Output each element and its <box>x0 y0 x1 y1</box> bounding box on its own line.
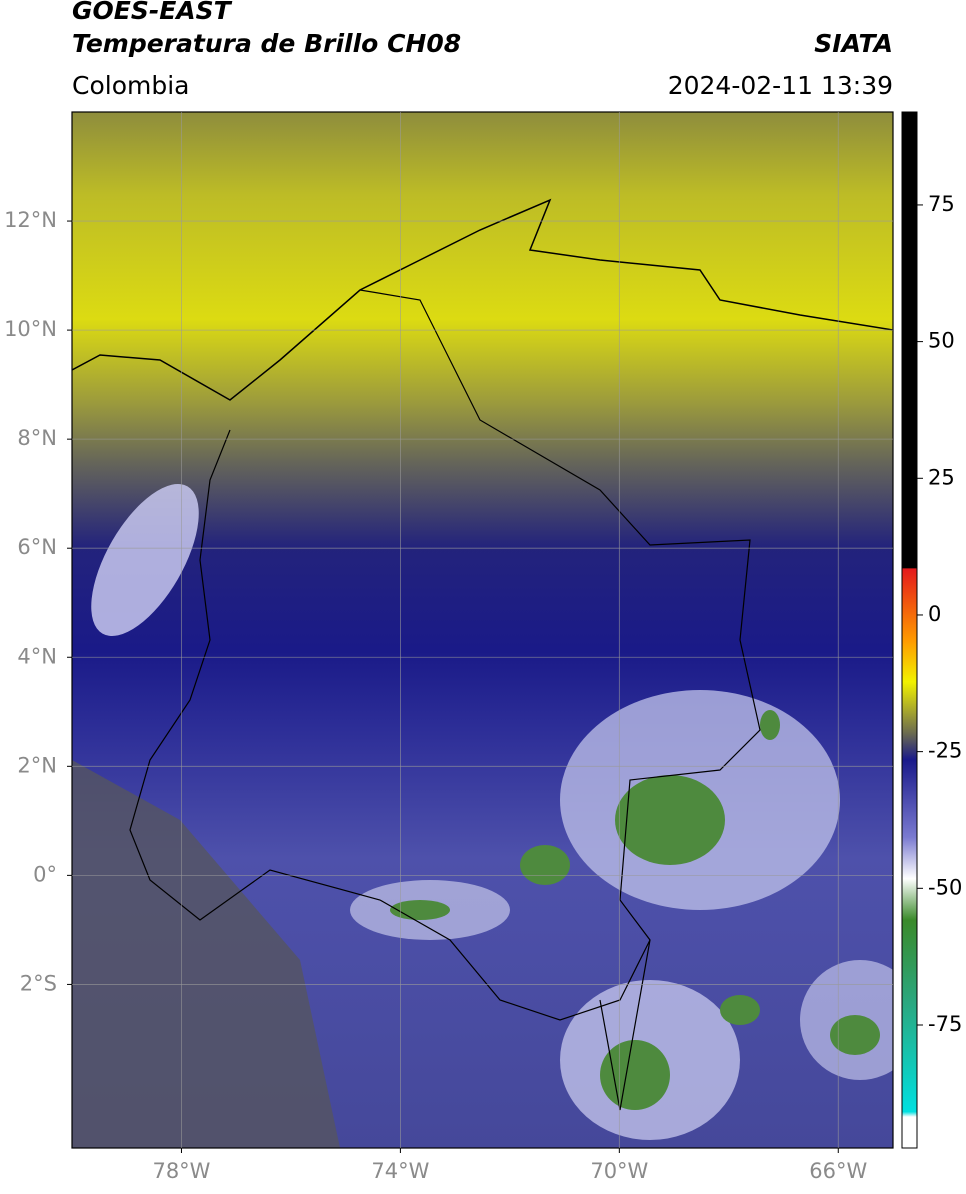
y-tick-label: 12°N <box>4 208 57 232</box>
y-tick-label: 6°N <box>17 535 57 559</box>
y-tick-label: 2°N <box>17 753 57 777</box>
x-tick-label: 70°W <box>590 1159 648 1183</box>
x-tick-label: 74°W <box>371 1159 429 1183</box>
x-tick-label: 66°W <box>809 1159 867 1183</box>
source: SIATA <box>814 29 893 58</box>
title: GOES-EAST <box>72 0 233 25</box>
colorbar-tick-label: 75 <box>928 192 955 216</box>
colorbar <box>901 111 918 1149</box>
colorbar-tick-label: -50 <box>928 875 962 899</box>
map-frame <box>71 111 894 1149</box>
y-tick-label: 0° <box>33 862 57 886</box>
colorbar-tick-label: 0 <box>928 602 941 626</box>
y-tick-label: 4°N <box>17 644 57 668</box>
datetime: 2024-02-11 13:39 <box>668 71 893 100</box>
colorbar-tick-label: -75 <box>928 1012 962 1036</box>
y-tick-label: 2°S <box>20 971 57 995</box>
colorbar-tick-label: -25 <box>928 739 962 763</box>
colorbar-tick-label: 50 <box>928 329 955 353</box>
y-tick-label: 10°N <box>4 317 57 341</box>
x-tick-label: 78°W <box>152 1159 210 1183</box>
subtitle: Temperatura de Brillo CH08 <box>72 29 461 58</box>
colorbar-tick-label: 25 <box>928 465 955 489</box>
satellite-image <box>72 112 893 1148</box>
y-tick-label: 8°N <box>17 426 57 450</box>
region: Colombia <box>72 71 189 100</box>
